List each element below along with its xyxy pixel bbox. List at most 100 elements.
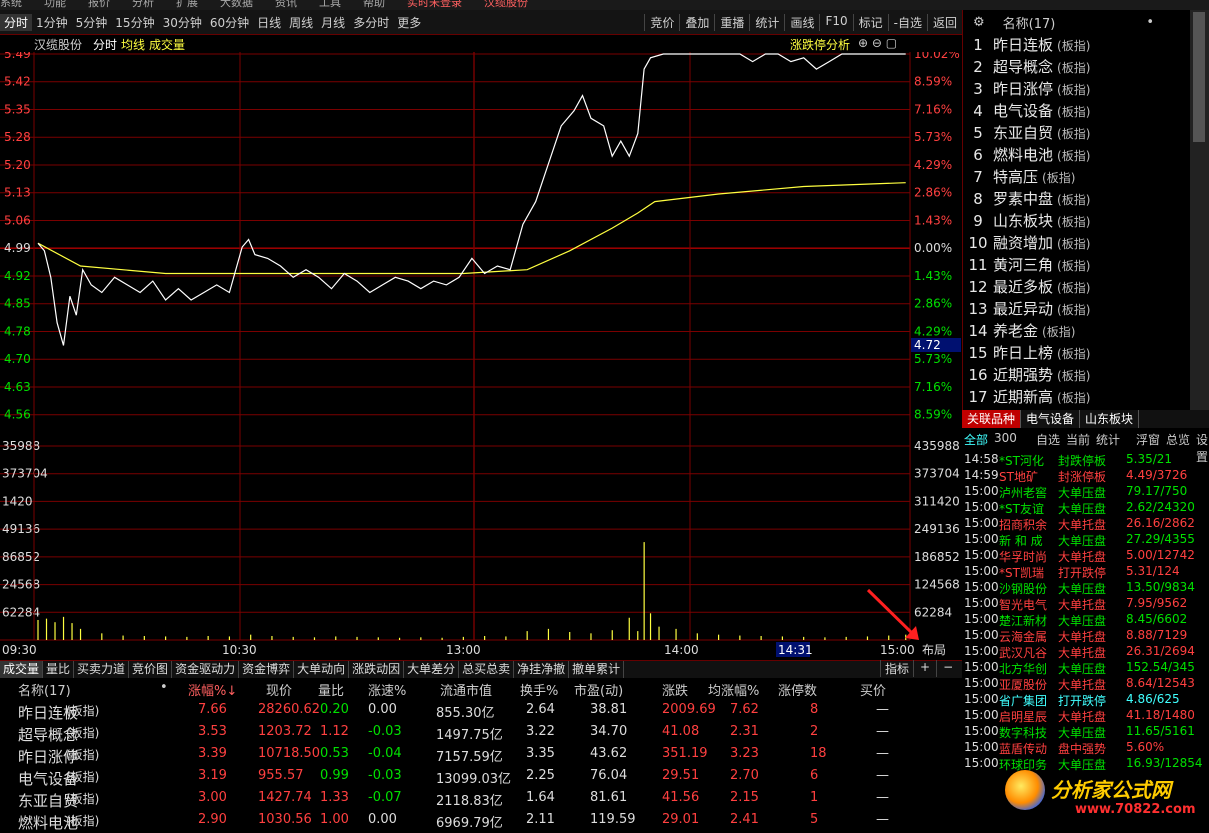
column-header[interactable]: • [160,680,168,695]
period-tab[interactable]: 60分钟 [209,15,250,30]
sector-scrollbar[interactable] [1190,10,1209,410]
table-row[interactable]: 昨日连板 (板指) 7.66 28260.62 0.20 0.00 855.30亿 2.64 3… [0,699,962,722]
period-tab[interactable]: 5分钟 [75,15,108,30]
sector-item[interactable]: 6 燃料电池 (板指) [963,144,1193,166]
toolbar-button[interactable]: 标记 [852,13,888,31]
stream-row[interactable]: 15:00 蓝盾传动 盘中强势 5.60% [962,740,1209,756]
sector-item[interactable]: 13 最近异动 (板指) [963,298,1193,320]
stream-filter[interactable]: 全部 [964,433,989,447]
stream-row[interactable]: 15:00 环球印务 大单压盘 16.93/12854 [962,756,1209,772]
column-header[interactable]: 涨幅%↓ [188,684,238,699]
column-header[interactable]: 涨跌 [662,684,689,699]
column-header[interactable]: 名称(17) [18,684,71,699]
period-tab[interactable]: 30分钟 [162,15,202,30]
indicator-tab[interactable]: 净挂净撤 [514,661,570,678]
period-tab[interactable]: 更多 [397,15,422,30]
stream-row[interactable]: 15:00 启明星辰 大单托盘 41.18/1480 [962,708,1209,724]
menu-item[interactable]: 实时未登录 [407,0,462,9]
sector-item[interactable]: 11 黄河三角 (板指) [963,254,1193,276]
menu-item[interactable]: 汉缆股份 [484,0,528,9]
menu-item[interactable]: 工具 [319,0,341,9]
stream-row[interactable]: 15:00 省广集团 打开跌停 4.86/625 [962,692,1209,708]
sector-item[interactable]: 12 最近多板 (板指) [963,276,1193,298]
stream-row[interactable]: 15:00 华孚时尚 大单托盘 5.00/12742 [962,548,1209,564]
column-header[interactable]: 市盈(动) [574,684,624,699]
stream-row[interactable]: 15:00 招商积余 大单托盘 26.16/2862 [962,516,1209,532]
sector-item[interactable]: 7 特高压 (板指) [963,166,1193,188]
column-header[interactable]: 流通市值 [440,684,493,699]
stream-row[interactable]: 15:00 泸州老窖 大单压盘 79.17/750 [962,484,1209,500]
period-tab[interactable]: 分时 [0,13,33,31]
column-header[interactable]: 涨停数 [778,684,818,699]
toolbar-button[interactable]: F10 [819,13,852,31]
menu-item[interactable]: 资讯 [275,0,297,9]
column-header[interactable]: 换手% [520,684,559,699]
sector-item[interactable]: 17 近期新高 (板指) [963,386,1193,408]
toolbar-button[interactable]: 重播 [714,13,749,31]
column-header[interactable]: 量比 [318,684,345,699]
stream-row[interactable]: 15:00 数字科技 大单压盘 11.65/5161 [962,724,1209,740]
sector-item[interactable]: 5 东亚自贸 (板指) [963,122,1193,144]
period-tab[interactable]: 15分钟 [115,15,155,30]
limit-analysis-button[interactable]: 涨跌停分析 [790,38,851,52]
toolbar-button[interactable]: -自选 [887,13,927,31]
intraday-chart[interactable]: 5.49 10.02% 5.42 8.59% 5.35 7.16% 5.28 5.73% 5.2… [0,52,962,660]
stream-row[interactable]: 15:00 沙钢股份 大单压盘 13.50/9834 [962,580,1209,596]
column-header[interactable]: 现价 [266,684,293,699]
toolbar-button[interactable]: 竞价 [644,13,679,31]
stream-filter[interactable]: 总览 [1166,433,1191,447]
sector-item[interactable]: 1 昨日连板 (板指) [963,34,1193,56]
indicator-tab[interactable]: 买卖力道 [74,661,130,678]
stream-row[interactable]: 15:00 *ST凯瑞 打开跌停 5.31/124 [962,564,1209,580]
table-row[interactable]: 东亚自贸 (板指) 3.00 1427.74 1.33 -0.07 2118.83亿 1.64… [0,787,962,810]
stream-row[interactable]: 15:00 武汉凡谷 大单托盘 26.31/2694 [962,644,1209,660]
sector-item[interactable]: 3 昨日涨停 (板指) [963,78,1193,100]
related-tab[interactable]: 山东板块 [1080,410,1140,428]
stream-row[interactable]: 15:00 亚厦股份 大单托盘 8.64/12543 [962,676,1209,692]
menu-item[interactable]: 扩展 [176,0,198,9]
menu-item[interactable]: 功能 [44,0,66,9]
indicator-tab[interactable]: 资金博弈 [239,661,295,678]
related-tab[interactable]: 电气设备 [1021,410,1081,428]
toolbar-button[interactable]: 画线 [784,13,819,31]
menu-item[interactable]: 帮助 [363,0,385,9]
stream-row[interactable]: 15:00 云海金属 大单托盘 8.88/7129 [962,628,1209,644]
stream-row[interactable]: 15:00 北方华创 大单压盘 152.54/345 [962,660,1209,676]
plus-button[interactable]: + [913,660,936,677]
settings-icon[interactable]: ⊕ ⊖ ▢ [858,36,898,50]
chart-area[interactable]: 5.49 10.02% 5.42 8.59% 5.35 7.16% 5.28 5.73% 5.2… [0,52,962,660]
toolbar-button[interactable]: 返回 [926,13,962,31]
layout-button[interactable]: 布局 [922,643,946,657]
indicator-tab[interactable]: 大单差分 [404,661,460,678]
sector-item[interactable]: 16 近期强势 (板指) [963,364,1193,386]
indicator-tab[interactable]: 竞价图 [129,661,173,678]
sector-item[interactable]: 9 山东板块 (板指) [963,210,1193,232]
indicator-tab[interactable]: 总买总卖 [459,661,515,678]
stream-filter[interactable]: 300 [994,431,1017,445]
sector-item[interactable]: 14 养老金 (板指) [963,320,1193,342]
menu-item[interactable]: 系统 [0,0,22,9]
stream-row[interactable]: 15:00 楚江新材 大单压盘 8.45/6602 [962,612,1209,628]
stream-filter[interactable]: 浮窗 [1136,433,1161,447]
sector-item[interactable]: 15 昨日上榜 (板指) [963,342,1193,364]
table-row[interactable]: 电气设备 (板指) 3.19 955.57 0.99 -0.03 13099.03亿 2.25… [0,765,962,788]
sector-item[interactable]: 2 超导概念 (板指) [963,56,1193,78]
table-row[interactable]: 昨日涨停 (板指) 3.39 10718.50 0.53 -0.04 7157.59亿 3.3… [0,743,962,766]
menu-item[interactable]: 大数据 [220,0,253,9]
stream-filter[interactable]: 设置 [1196,433,1209,464]
stream-row[interactable]: 14:58 *ST河化 封跌停板 5.35/21 [962,452,1209,468]
gear-icon[interactable]: ⚙ [973,14,985,30]
toolbar-button[interactable]: 统计 [749,13,784,31]
stream-row[interactable]: 15:00 智光电气 大单托盘 7.95/9562 [962,596,1209,612]
indicator-tab[interactable]: 撤单累计 [569,661,625,678]
stream-filter[interactable]: 自选 [1036,433,1061,447]
indicator-tab[interactable]: 量比 [43,661,75,678]
column-header[interactable]: 均涨幅% [708,684,760,699]
stream-row[interactable]: 14:59 ST地矿 封涨停板 4.49/3726 [962,468,1209,484]
sector-item[interactable]: 8 罗素中盘 (板指) [963,188,1193,210]
period-tab[interactable]: 多分时 [353,15,390,30]
column-header[interactable]: 买价 [860,684,887,699]
period-tab[interactable]: 月线 [321,15,346,30]
indicator-tab[interactable]: 涨跌动因 [349,661,405,678]
stream-row[interactable]: 15:00 新 和 成 大单压盘 27.29/4355 [962,532,1209,548]
